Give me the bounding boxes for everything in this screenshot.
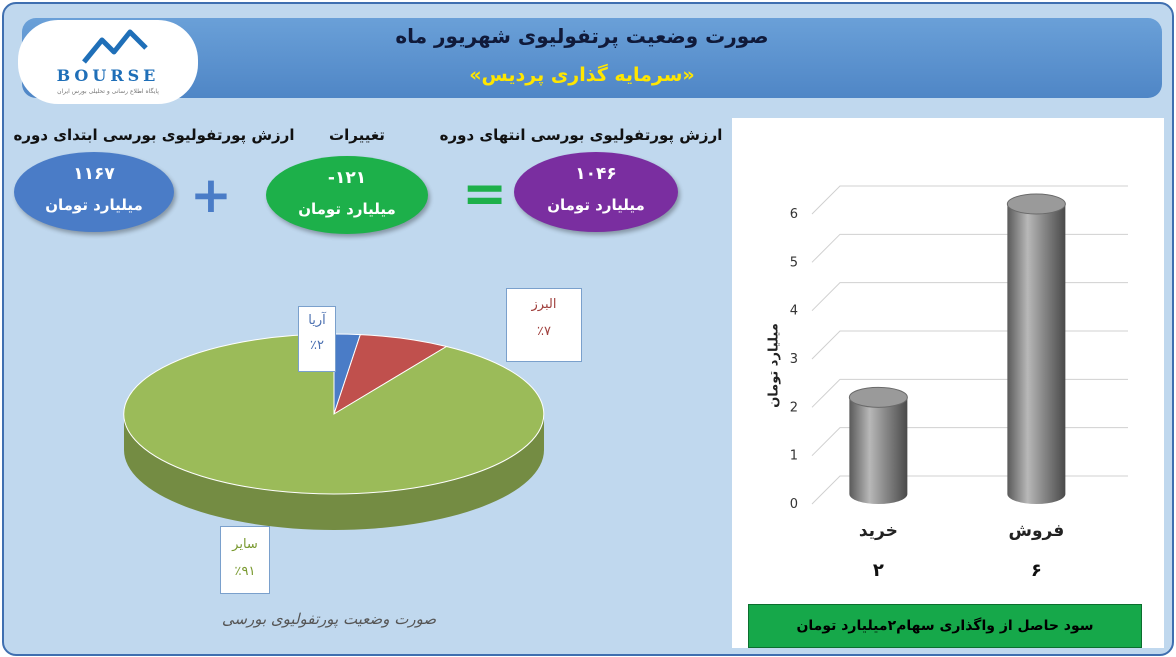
bar-y-axis-label: میلیارد تومان <box>766 323 782 408</box>
bar-1 <box>848 386 908 505</box>
start-value-oval: ۱۱۶۷ میلیارد تومان <box>14 152 174 232</box>
bar-value-label: ۲ <box>873 560 884 581</box>
y-tick-label: 1 <box>790 449 798 464</box>
bourse-logo: BOURSE پایگاه اطلاع رسانی و تحلیلی بورس … <box>18 20 198 104</box>
page-title: صورت وضعیت پرتفولیوی شهریور ماه <box>395 24 769 48</box>
change-value: -۱۲۱ <box>327 168 367 188</box>
start-value: ۱۱۶۷ <box>73 164 115 184</box>
pie-label-alborz-pct: ٪۷ <box>537 324 551 339</box>
pie-caption: صورت وضعیت پورتفولیوی بورسی <box>221 610 437 628</box>
bar-value-label: ۶ <box>1031 560 1042 581</box>
bar-chart-panel: 0 1 2 3 4 5 6 خرید ۲ فروش ۶ میلیارد تومان سود حاص… <box>732 118 1164 648</box>
bar-category-label: خرید <box>859 521 898 541</box>
gridline <box>811 330 1128 360</box>
change-unit: میلیارد تومان <box>298 200 396 218</box>
y-tick-label: 6 <box>790 207 798 222</box>
bar-2 <box>1006 193 1066 505</box>
equals-icon: = <box>462 162 508 225</box>
profit-summary-box: سود حاصل از واگذاری سهام۲میلیارد تومان <box>748 604 1142 648</box>
y-tick-label: 4 <box>790 304 798 319</box>
logo-graph-icon <box>82 29 148 64</box>
pie-label-other-pct: ٪۹۱ <box>234 564 256 579</box>
gridline <box>811 233 1128 263</box>
pie-label-aria-pct: ٪۲ <box>310 338 324 353</box>
portfolio-pie-chart <box>123 333 545 530</box>
start-value-label: ارزش پورتفولیوی بورسی ابتدای دوره <box>13 126 295 144</box>
y-tick-label: 2 <box>790 400 798 415</box>
pie-side-wall <box>124 414 544 530</box>
start-value-unit: میلیارد تومان <box>45 196 143 214</box>
pie-slice-3 <box>123 333 545 495</box>
change-label: تغییرات <box>329 126 385 144</box>
pie-callout-other: سایر ٪۹۱ <box>220 526 270 594</box>
pie-callout-alborz: البرز ٪۷ <box>506 288 582 362</box>
plus-icon: + <box>190 166 232 224</box>
end-value-label: ارزش پورتفولیوی بورسی انتهای دوره <box>439 126 723 144</box>
y-tick-label: 5 <box>790 255 798 270</box>
header-banner: صورت وضعیت پرتفولیوی شهریور ماه «سرمایه … <box>22 18 1162 98</box>
pie-label-aria-name: آریا <box>308 313 326 328</box>
y-tick-label: 0 <box>790 497 798 512</box>
page-subtitle: «سرمایه گذاری پردیس» <box>469 64 695 86</box>
end-value: ۱۰۴۶ <box>575 164 617 184</box>
trade-bar-chart: 0 1 2 3 4 5 6 خرید ۲ فروش ۶ <box>790 185 1128 581</box>
logo-tagline: پایگاه اطلاع رسانی و تحلیلی بورس ایران <box>57 88 159 95</box>
change-oval: -۱۲۱ میلیارد تومان <box>266 156 428 234</box>
gridline <box>811 185 1128 215</box>
pie-label-alborz-name: البرز <box>531 297 557 312</box>
pie-callout-aria: آریا ٪۲ <box>298 306 336 372</box>
logo-wordmark: BOURSE <box>56 66 160 85</box>
gridline <box>811 282 1128 312</box>
y-tick-label: 3 <box>790 352 798 367</box>
end-value-oval: ۱۰۴۶ میلیارد تومان <box>514 152 678 232</box>
bar-category-label: فروش <box>1008 521 1064 541</box>
end-value-unit: میلیارد تومان <box>547 196 645 214</box>
pie-label-other-name: سایر <box>232 537 258 552</box>
